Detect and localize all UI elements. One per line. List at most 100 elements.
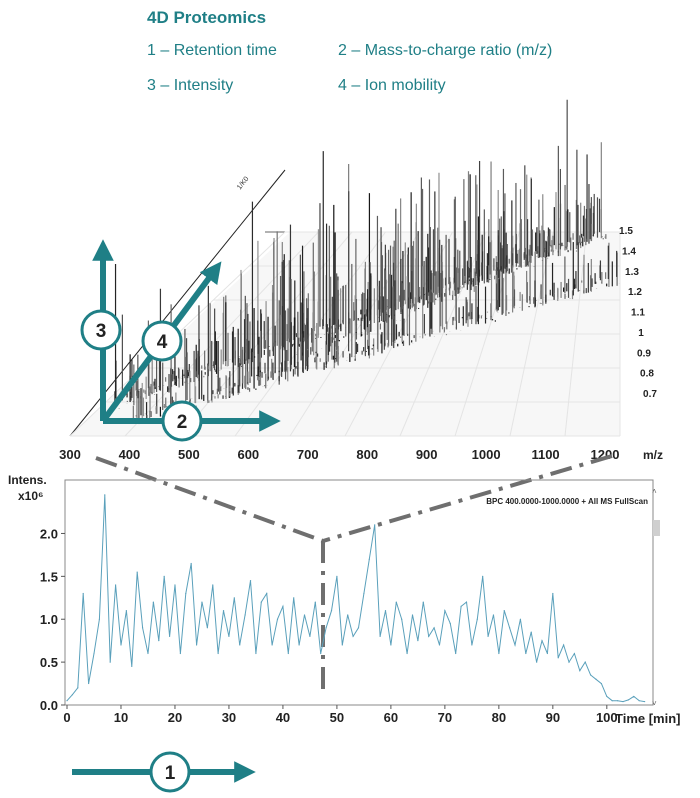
bpc-point [357, 627, 360, 629]
bpc-point [98, 618, 100, 620]
bpc-scroll-up-icon[interactable]: ˄ [652, 487, 657, 496]
bpc-point [109, 661, 111, 663]
plot3d-x-tick-label: 500 [178, 447, 200, 462]
bpc-point [530, 631, 532, 633]
bpc-x-tick-label: 60 [384, 710, 398, 725]
bpc-point [168, 635, 171, 637]
plot3d-x-tick-label: 1000 [472, 447, 501, 462]
badge-intensity-label: 3 [96, 321, 107, 342]
bpc-point [644, 700, 646, 703]
bpc-y-tick-label: 1.5 [40, 569, 58, 584]
bpc-point [584, 661, 586, 663]
bpc-point [503, 610, 505, 612]
plot3d-x-tick-label: 1100 [531, 447, 559, 462]
bpc-x-tick-label: 80 [492, 710, 506, 725]
bpc-point [374, 524, 376, 526]
plot3d-x-tick-label: 900 [416, 447, 438, 462]
plot3d-x-ticks: 300 400 500 600 700 800 900 1000 1100 1200 [59, 447, 619, 462]
bpc-point [325, 627, 327, 629]
bpc-point [179, 652, 181, 655]
bpc-point [617, 700, 619, 702]
bpc-point [406, 652, 408, 655]
bpc-y-ticks: 0.0 0.5 1.0 1.5 2.0 [40, 526, 65, 713]
bpc-point [476, 618, 478, 620]
bpc-point [239, 644, 241, 646]
bpc-point [368, 558, 370, 560]
bpc-point [206, 627, 208, 629]
bpc-point [390, 644, 392, 646]
bpc-point [341, 644, 343, 646]
plot3d-x-tick-label: 400 [119, 447, 141, 462]
bpc-point [66, 700, 68, 702]
plot3d-y-tick-label: 1.3 [625, 267, 639, 278]
bpc-point [71, 694, 73, 696]
bpc-point [563, 644, 565, 646]
plot3d-y-tick-label: 1 [638, 328, 644, 339]
bpc-point [336, 575, 338, 577]
plot3d-y-tick-label: 0.7 [643, 389, 657, 400]
bpc-point [449, 622, 451, 625]
bpc-point [136, 571, 138, 573]
badge-mz [161, 400, 203, 442]
badge-ion-mobility [141, 320, 183, 362]
bpc-point [141, 627, 144, 629]
bpc-point [174, 584, 176, 586]
legend-title: 4D Proteomics [147, 8, 267, 27]
bpc-point [93, 652, 95, 655]
bpc-point [352, 635, 354, 637]
bpc-point [185, 592, 187, 595]
bpc-point [347, 614, 349, 616]
bpc-point [303, 614, 306, 616]
badge-retention-time [149, 751, 191, 793]
bpc-point [498, 652, 500, 655]
bpc-point [395, 601, 397, 603]
legend-item-ion-mobility: 4 – Ion mobility [338, 77, 446, 94]
bpc-point [568, 661, 570, 663]
bpc-scroll-down-icon[interactable]: ˅ [652, 699, 657, 708]
bpc-point [438, 644, 441, 646]
bpc-point [514, 644, 516, 646]
badge-retention-time-label: 1 [165, 763, 176, 784]
bpc-x-tick-label: 20 [168, 710, 182, 725]
bpc-point [509, 627, 511, 629]
bpc-point [487, 635, 489, 637]
bpc-trace [66, 494, 645, 703]
plot3d-y-tick-label: 0.8 [640, 369, 654, 380]
legend-item-intensity: 3 – Intensity [147, 77, 234, 94]
badge-ion-mobility-label: 4 [157, 332, 168, 353]
bpc-point [444, 610, 446, 612]
bpc-frame [64, 479, 654, 706]
bpc-point [147, 652, 149, 655]
plot3d-ylabel: 1/K0 [236, 175, 250, 191]
bpc-point [471, 644, 473, 646]
bpc-point [201, 601, 203, 603]
bpc-y-tick-label: 1.0 [40, 612, 58, 627]
bpc-point [255, 652, 257, 655]
bpc-point [595, 678, 597, 680]
zoom-connector [95, 454, 613, 692]
bpc-scrollbar-thumb[interactable] [653, 520, 660, 536]
bpc-point [552, 592, 554, 595]
bpc-point [525, 652, 527, 655]
bpc-point [627, 699, 630, 701]
bpc-y-tick-label: 2.0 [40, 526, 58, 541]
bpc-point [622, 700, 624, 703]
bpc-point [606, 695, 608, 698]
bpc-point [460, 605, 462, 607]
bpc-x-tick-label: 100 [596, 710, 618, 725]
bpc-point [314, 601, 316, 603]
bpc-point [519, 618, 522, 620]
bpc-point [541, 640, 543, 642]
plot3d-y-tick-label: 0.9 [637, 348, 651, 359]
legend-item-mz: 2 – Mass-to-charge ratio (m/z) [338, 42, 553, 59]
plot3d-x-tick-label: 700 [297, 447, 319, 462]
bpc-point [384, 610, 387, 612]
bpc-yunit: x10⁶ [18, 489, 44, 503]
bpc-point [163, 575, 165, 577]
badge-intensity [80, 309, 122, 351]
bpc-point [600, 682, 603, 685]
bpc-point [282, 605, 284, 607]
bpc-point [417, 640, 419, 642]
bpc-ylabel: Intens. [8, 473, 47, 487]
bpc-point [482, 575, 484, 577]
